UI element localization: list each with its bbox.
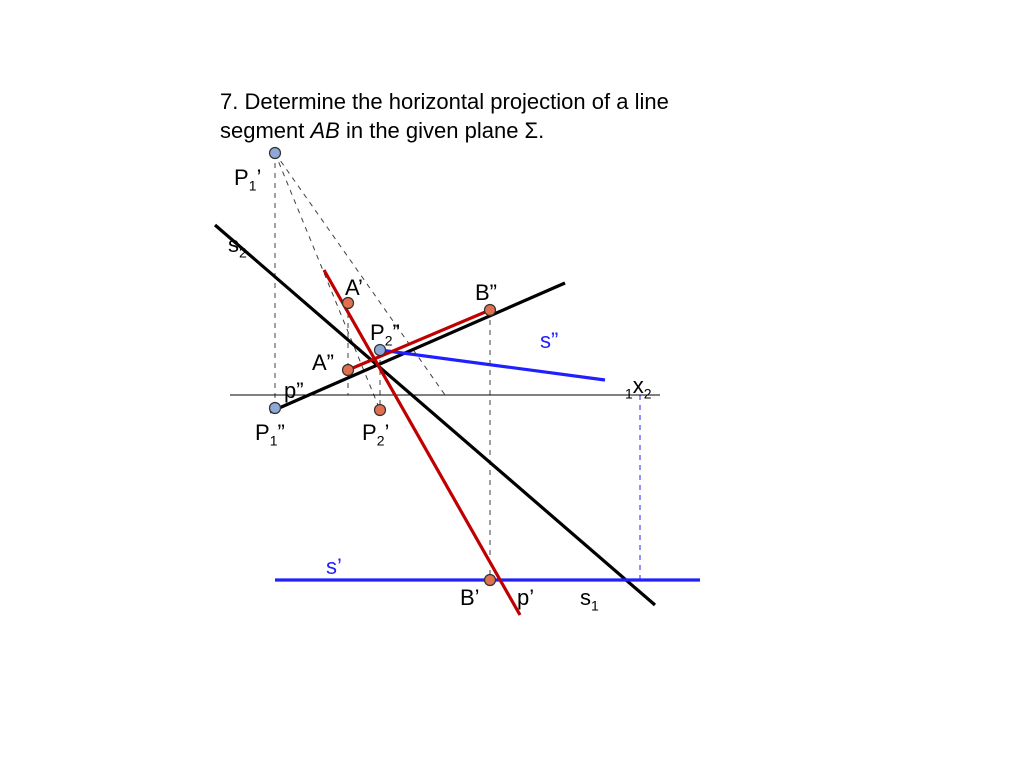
label-s1: s1	[580, 585, 599, 613]
label-Bp: B’	[460, 585, 480, 611]
label-x12: 1x2	[625, 373, 652, 401]
label-pqq: p”	[284, 378, 304, 404]
label-App: A”	[312, 350, 334, 376]
label-Bpp: B”	[475, 280, 497, 306]
label-P1p: P1’	[234, 165, 261, 193]
label-s2: s2	[228, 232, 247, 260]
descriptive-geometry-diagram	[0, 0, 1024, 768]
label-pprime: p’	[517, 585, 534, 611]
label-Ap: A’	[345, 275, 363, 301]
label-sprime: s’	[326, 554, 342, 580]
label-P2p: P2’	[362, 420, 389, 448]
label-P1pp: P1”	[255, 420, 285, 448]
label-sqq: s”	[540, 328, 558, 354]
label-P2pp: P2”	[370, 320, 400, 348]
